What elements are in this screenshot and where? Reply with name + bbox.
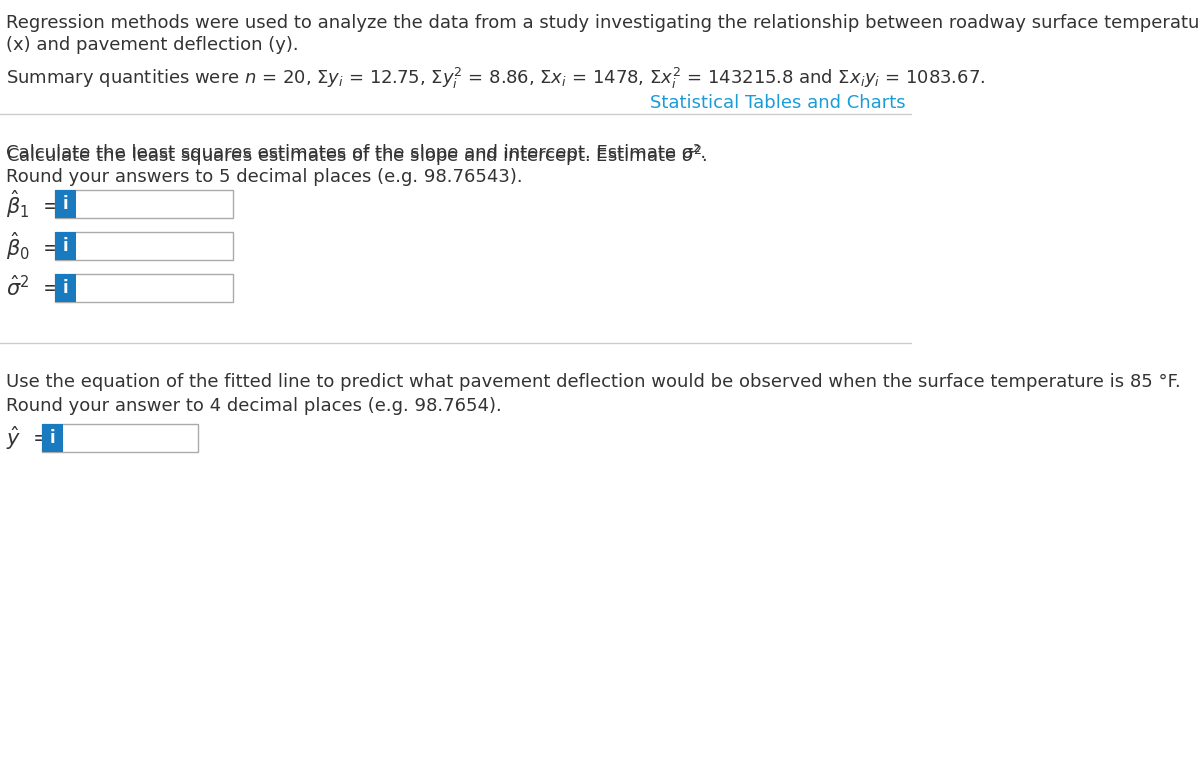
Text: i: i	[62, 237, 68, 255]
FancyBboxPatch shape	[42, 424, 64, 452]
Text: i: i	[62, 195, 68, 213]
Text: Use the equation of the fitted line to predict what pavement deflection would be: Use the equation of the fitted line to p…	[6, 373, 1181, 391]
Text: $\hat{\beta}_1$  =: $\hat{\beta}_1$ =	[6, 188, 60, 219]
Text: $\hat{y}$  =: $\hat{y}$ =	[6, 424, 49, 452]
Text: $\hat{\beta}_0$  =: $\hat{\beta}_0$ =	[6, 230, 60, 262]
Text: Round your answers to 5 decimal places (e.g. 98.76543).: Round your answers to 5 decimal places (…	[6, 168, 523, 186]
Text: $\hat{\sigma}^2$  =: $\hat{\sigma}^2$ =	[6, 275, 60, 300]
FancyBboxPatch shape	[55, 190, 76, 218]
Text: Summary quantities were $n$ = 20, $\Sigma y_i$ = 12.75, $\Sigma y_i^2$ = 8.86, $: Summary quantities were $n$ = 20, $\Sigm…	[6, 66, 985, 91]
FancyBboxPatch shape	[55, 190, 233, 218]
Text: i: i	[62, 279, 68, 297]
FancyBboxPatch shape	[55, 232, 233, 260]
FancyBboxPatch shape	[42, 424, 198, 452]
Text: Regression methods were used to analyze the data from a study investigating the : Regression methods were used to analyze …	[6, 14, 1200, 32]
Text: Round your answer to 4 decimal places (e.g. 98.7654).: Round your answer to 4 decimal places (e…	[6, 397, 502, 415]
Text: i: i	[49, 429, 55, 447]
Text: (x) and pavement deflection (y).: (x) and pavement deflection (y).	[6, 36, 299, 54]
Text: Calculate the least squares estimates of the slope and intercept. Estimate σ².: Calculate the least squares estimates of…	[6, 144, 707, 162]
Text: Calculate the least squares estimates of the slope and intercept. Estimate $\sig: Calculate the least squares estimates of…	[6, 144, 708, 168]
FancyBboxPatch shape	[55, 232, 76, 260]
FancyBboxPatch shape	[55, 274, 233, 302]
FancyBboxPatch shape	[55, 274, 76, 302]
Text: Statistical Tables and Charts: Statistical Tables and Charts	[650, 94, 906, 112]
